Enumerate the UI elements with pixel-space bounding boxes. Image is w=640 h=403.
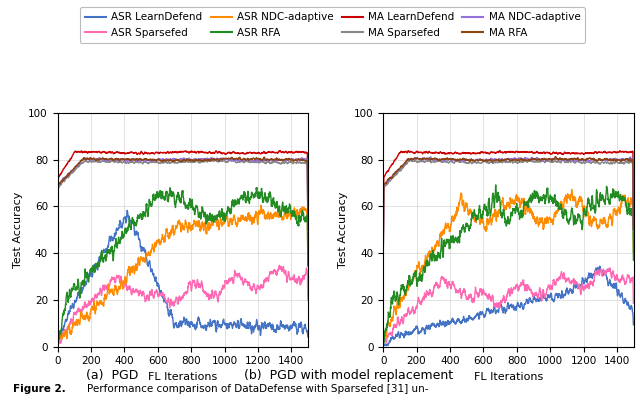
Y-axis label: Test Accuracy: Test Accuracy <box>339 191 348 268</box>
Text: (b)  PGD with model replacement: (b) PGD with model replacement <box>244 369 453 382</box>
Text: Performance comparison of DataDefense with Sparsefed [31] un-: Performance comparison of DataDefense wi… <box>74 384 428 394</box>
Text: Figure 2.: Figure 2. <box>13 384 65 394</box>
X-axis label: FL Iterations: FL Iterations <box>148 372 218 382</box>
Legend: ASR LearnDefend, ASR Sparsefed, ASR NDC-adaptive, ASR RFA, MA LearnDefend, MA Sp: ASR LearnDefend, ASR Sparsefed, ASR NDC-… <box>80 7 586 43</box>
Text: (a)  PGD: (a) PGD <box>86 369 138 382</box>
Y-axis label: Test Accuracy: Test Accuracy <box>13 191 22 268</box>
X-axis label: FL Iterations: FL Iterations <box>474 372 543 382</box>
